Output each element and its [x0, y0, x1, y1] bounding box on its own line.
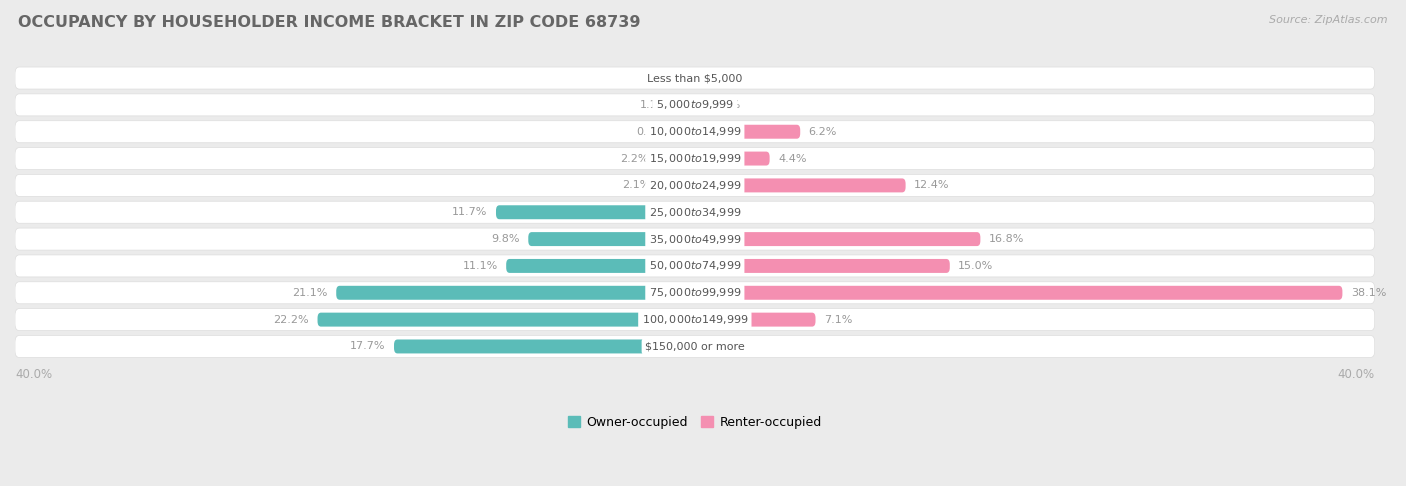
FancyBboxPatch shape: [659, 178, 695, 192]
FancyBboxPatch shape: [496, 205, 695, 219]
Text: 38.1%: 38.1%: [1351, 288, 1386, 298]
Text: Source: ZipAtlas.com: Source: ZipAtlas.com: [1270, 15, 1388, 25]
FancyBboxPatch shape: [695, 286, 1343, 300]
FancyBboxPatch shape: [529, 232, 695, 246]
FancyBboxPatch shape: [15, 94, 1375, 116]
FancyBboxPatch shape: [681, 125, 695, 139]
FancyBboxPatch shape: [15, 174, 1375, 196]
FancyBboxPatch shape: [695, 259, 950, 273]
Text: 4.4%: 4.4%: [778, 154, 807, 164]
Text: $100,000 to $149,999: $100,000 to $149,999: [641, 313, 748, 326]
FancyBboxPatch shape: [695, 232, 980, 246]
FancyBboxPatch shape: [15, 335, 1375, 358]
Text: $20,000 to $24,999: $20,000 to $24,999: [648, 179, 741, 192]
Text: 1.1%: 1.1%: [640, 100, 668, 110]
Text: 2.2%: 2.2%: [620, 154, 650, 164]
FancyBboxPatch shape: [695, 340, 703, 353]
FancyBboxPatch shape: [695, 178, 905, 192]
Text: 16.8%: 16.8%: [988, 234, 1024, 244]
Text: 6.2%: 6.2%: [808, 127, 837, 137]
FancyBboxPatch shape: [695, 152, 769, 166]
FancyBboxPatch shape: [394, 340, 695, 353]
Text: 0.0%: 0.0%: [711, 207, 740, 217]
FancyBboxPatch shape: [695, 125, 800, 139]
Text: $15,000 to $19,999: $15,000 to $19,999: [648, 152, 741, 165]
FancyBboxPatch shape: [318, 312, 695, 327]
FancyBboxPatch shape: [336, 286, 695, 300]
Text: 7.1%: 7.1%: [824, 314, 852, 325]
FancyBboxPatch shape: [15, 282, 1375, 304]
FancyBboxPatch shape: [695, 71, 703, 85]
Text: 0.87%: 0.87%: [636, 127, 672, 137]
Text: 11.7%: 11.7%: [453, 207, 488, 217]
Text: 0.0%: 0.0%: [711, 342, 740, 351]
Text: $50,000 to $74,999: $50,000 to $74,999: [648, 260, 741, 273]
Text: 15.0%: 15.0%: [959, 261, 994, 271]
Text: $35,000 to $49,999: $35,000 to $49,999: [648, 233, 741, 245]
Text: Less than $5,000: Less than $5,000: [647, 73, 742, 83]
FancyBboxPatch shape: [695, 205, 703, 219]
Text: 21.1%: 21.1%: [292, 288, 328, 298]
Text: 2.1%: 2.1%: [623, 180, 651, 191]
FancyBboxPatch shape: [676, 98, 695, 112]
Text: $25,000 to $34,999: $25,000 to $34,999: [648, 206, 741, 219]
FancyBboxPatch shape: [15, 228, 1375, 250]
Text: 0.0%: 0.0%: [711, 73, 740, 83]
Text: 9.8%: 9.8%: [491, 234, 520, 244]
Text: 11.1%: 11.1%: [463, 261, 498, 271]
Text: $150,000 or more: $150,000 or more: [645, 342, 745, 351]
FancyBboxPatch shape: [695, 98, 703, 112]
FancyBboxPatch shape: [15, 309, 1375, 330]
Text: 0.0%: 0.0%: [711, 100, 740, 110]
Text: $75,000 to $99,999: $75,000 to $99,999: [648, 286, 741, 299]
Text: OCCUPANCY BY HOUSEHOLDER INCOME BRACKET IN ZIP CODE 68739: OCCUPANCY BY HOUSEHOLDER INCOME BRACKET …: [18, 15, 641, 30]
Text: $10,000 to $14,999: $10,000 to $14,999: [648, 125, 741, 138]
Text: 40.0%: 40.0%: [15, 368, 52, 382]
FancyBboxPatch shape: [15, 121, 1375, 143]
FancyBboxPatch shape: [15, 255, 1375, 277]
FancyBboxPatch shape: [15, 201, 1375, 223]
Legend: Owner-occupied, Renter-occupied: Owner-occupied, Renter-occupied: [562, 411, 827, 434]
FancyBboxPatch shape: [695, 312, 815, 327]
FancyBboxPatch shape: [658, 152, 695, 166]
Text: 12.4%: 12.4%: [914, 180, 949, 191]
FancyBboxPatch shape: [506, 259, 695, 273]
Text: 0.33%: 0.33%: [645, 73, 681, 83]
Text: 17.7%: 17.7%: [350, 342, 385, 351]
FancyBboxPatch shape: [689, 71, 695, 85]
FancyBboxPatch shape: [15, 67, 1375, 89]
Text: 40.0%: 40.0%: [1337, 368, 1375, 382]
Text: $5,000 to $9,999: $5,000 to $9,999: [655, 98, 734, 111]
FancyBboxPatch shape: [15, 148, 1375, 170]
Text: 22.2%: 22.2%: [273, 314, 309, 325]
